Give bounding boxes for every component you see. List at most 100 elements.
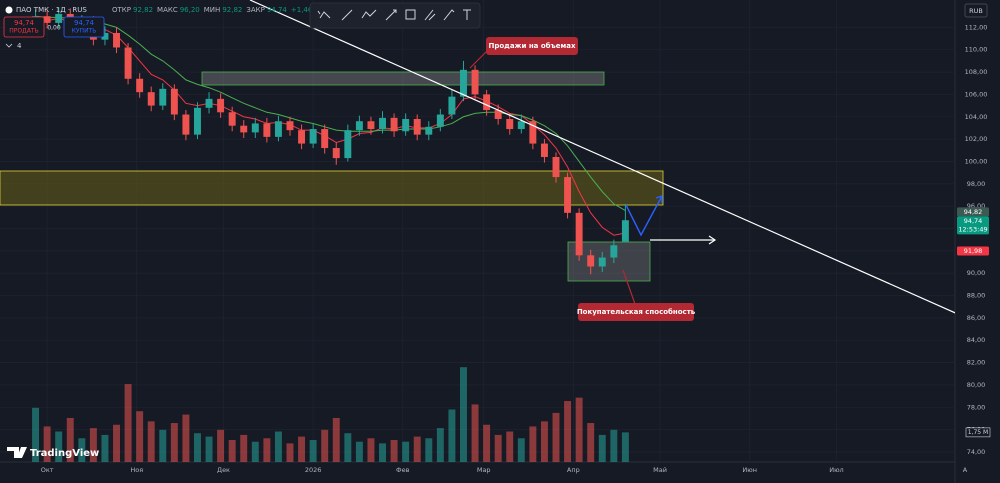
ohlc-value: 96,20	[180, 6, 200, 14]
chevron[interactable]	[5, 43, 13, 48]
candle-body	[517, 121, 525, 130]
candle-body	[344, 130, 352, 159]
y-tick-label: 84,00	[967, 336, 986, 344]
price-marker-label: 94,74	[964, 217, 983, 225]
volume-bar	[587, 423, 595, 462]
tool-icon[interactable]	[463, 9, 471, 20]
ohlc-key: МИН	[204, 6, 221, 14]
volume-bar	[113, 424, 120, 462]
price-marker	[957, 207, 989, 217]
volume-bar	[379, 443, 386, 462]
candle-body	[182, 114, 190, 135]
y-tick-label: 112,00	[965, 23, 988, 31]
ohlc-key: ОТКР	[112, 6, 131, 14]
toolbar-icons	[317, 9, 471, 21]
volume-bar	[529, 426, 537, 462]
buy-button[interactable]	[63, 16, 105, 38]
x-tick-label: Апр	[567, 466, 580, 474]
currency-box[interactable]	[964, 3, 988, 18]
y-tick-label: 100,00	[965, 157, 988, 165]
volume-bar	[89, 428, 97, 462]
callout-text: Покупательская способность	[577, 308, 696, 316]
buy-label: КУПИТЬ	[72, 28, 97, 35]
tool-icon[interactable]	[424, 9, 436, 21]
candle-body	[298, 130, 306, 144]
moving-average	[35, 17, 626, 236]
volume-bar	[564, 401, 572, 462]
candle-body	[598, 257, 606, 267]
x-tick-label: Ноя	[130, 466, 143, 474]
axes: 74,0076,0078,0080,0082,0084,0086,0088,00…	[41, 23, 991, 474]
volume-bar	[55, 431, 63, 462]
volume-bar	[552, 412, 560, 462]
tool-icon[interactable]	[361, 9, 377, 19]
sell-button[interactable]	[3, 16, 45, 38]
price-marker	[957, 246, 989, 256]
volume-bar	[136, 411, 144, 462]
y-tick-label: 110,00	[965, 46, 988, 54]
buy-price: 94,74	[74, 19, 95, 27]
price-marker-label: 94,82	[964, 208, 983, 216]
candle-body	[228, 112, 236, 126]
moving-average	[35, 15, 626, 212]
candle-body	[147, 92, 155, 106]
drawings	[0, 71, 664, 282]
candle-body	[552, 156, 560, 178]
candle-body	[540, 143, 548, 157]
tool-icon[interactable]	[443, 9, 455, 21]
candle-body	[113, 32, 120, 48]
candle-body	[494, 110, 502, 119]
y-tick-label: 102,00	[965, 135, 988, 143]
candle-body	[355, 121, 363, 131]
candle-body	[194, 107, 201, 135]
volume-bar	[575, 397, 583, 462]
tool-icon[interactable]	[317, 10, 331, 19]
ohlc-value: 94,74	[267, 6, 288, 14]
tool-icon[interactable]	[341, 9, 353, 21]
volume-bar	[436, 428, 444, 462]
candle-body	[425, 126, 433, 135]
logo-icon	[7, 447, 27, 458]
candle-body	[274, 121, 282, 137]
volume-bar	[124, 384, 132, 462]
volume-bar	[460, 367, 467, 462]
y-tick-label: 80,00	[967, 381, 986, 389]
volume-bar	[170, 423, 178, 462]
price-marker-label: 91,98	[964, 247, 983, 255]
projection	[625, 195, 663, 237]
callout-text: Продажи на объемах	[488, 42, 576, 50]
trend-line	[249, 0, 955, 314]
volume-bar	[355, 441, 363, 462]
y-tick-label: 108,00	[965, 68, 988, 76]
volume-bar	[263, 438, 271, 462]
ohlc-key: МАКС	[157, 6, 178, 14]
x-tick-label: Июн	[742, 466, 757, 474]
volume-bar	[274, 431, 282, 462]
volume-bar	[367, 438, 375, 462]
candle-body	[471, 69, 479, 95]
auto-scale[interactable]: A	[963, 466, 968, 474]
volume-bar	[298, 436, 306, 462]
volume-bar	[43, 426, 51, 462]
sell-price: 94,74	[14, 19, 35, 27]
volume-bar	[286, 443, 294, 462]
arrow-head	[708, 235, 717, 245]
x-tick-label: Дек	[217, 466, 230, 474]
ohlc-value: 92,82	[133, 6, 153, 14]
candle-body	[124, 47, 132, 79]
ohlc-key: ЗАКР	[246, 6, 264, 14]
volume-bar	[251, 441, 259, 462]
candle-body	[251, 123, 259, 133]
candle-body	[413, 118, 421, 135]
candle-body	[309, 129, 317, 144]
price-marker-time: 12:53:49	[958, 225, 987, 233]
callout-pointer	[622, 269, 636, 305]
tool-icon[interactable]	[405, 9, 416, 20]
candle-body	[263, 123, 271, 137]
tool-icon[interactable]	[385, 9, 397, 21]
callout	[578, 303, 694, 321]
candle-body	[402, 118, 410, 132]
y-tick-label: 104,00	[965, 113, 988, 121]
